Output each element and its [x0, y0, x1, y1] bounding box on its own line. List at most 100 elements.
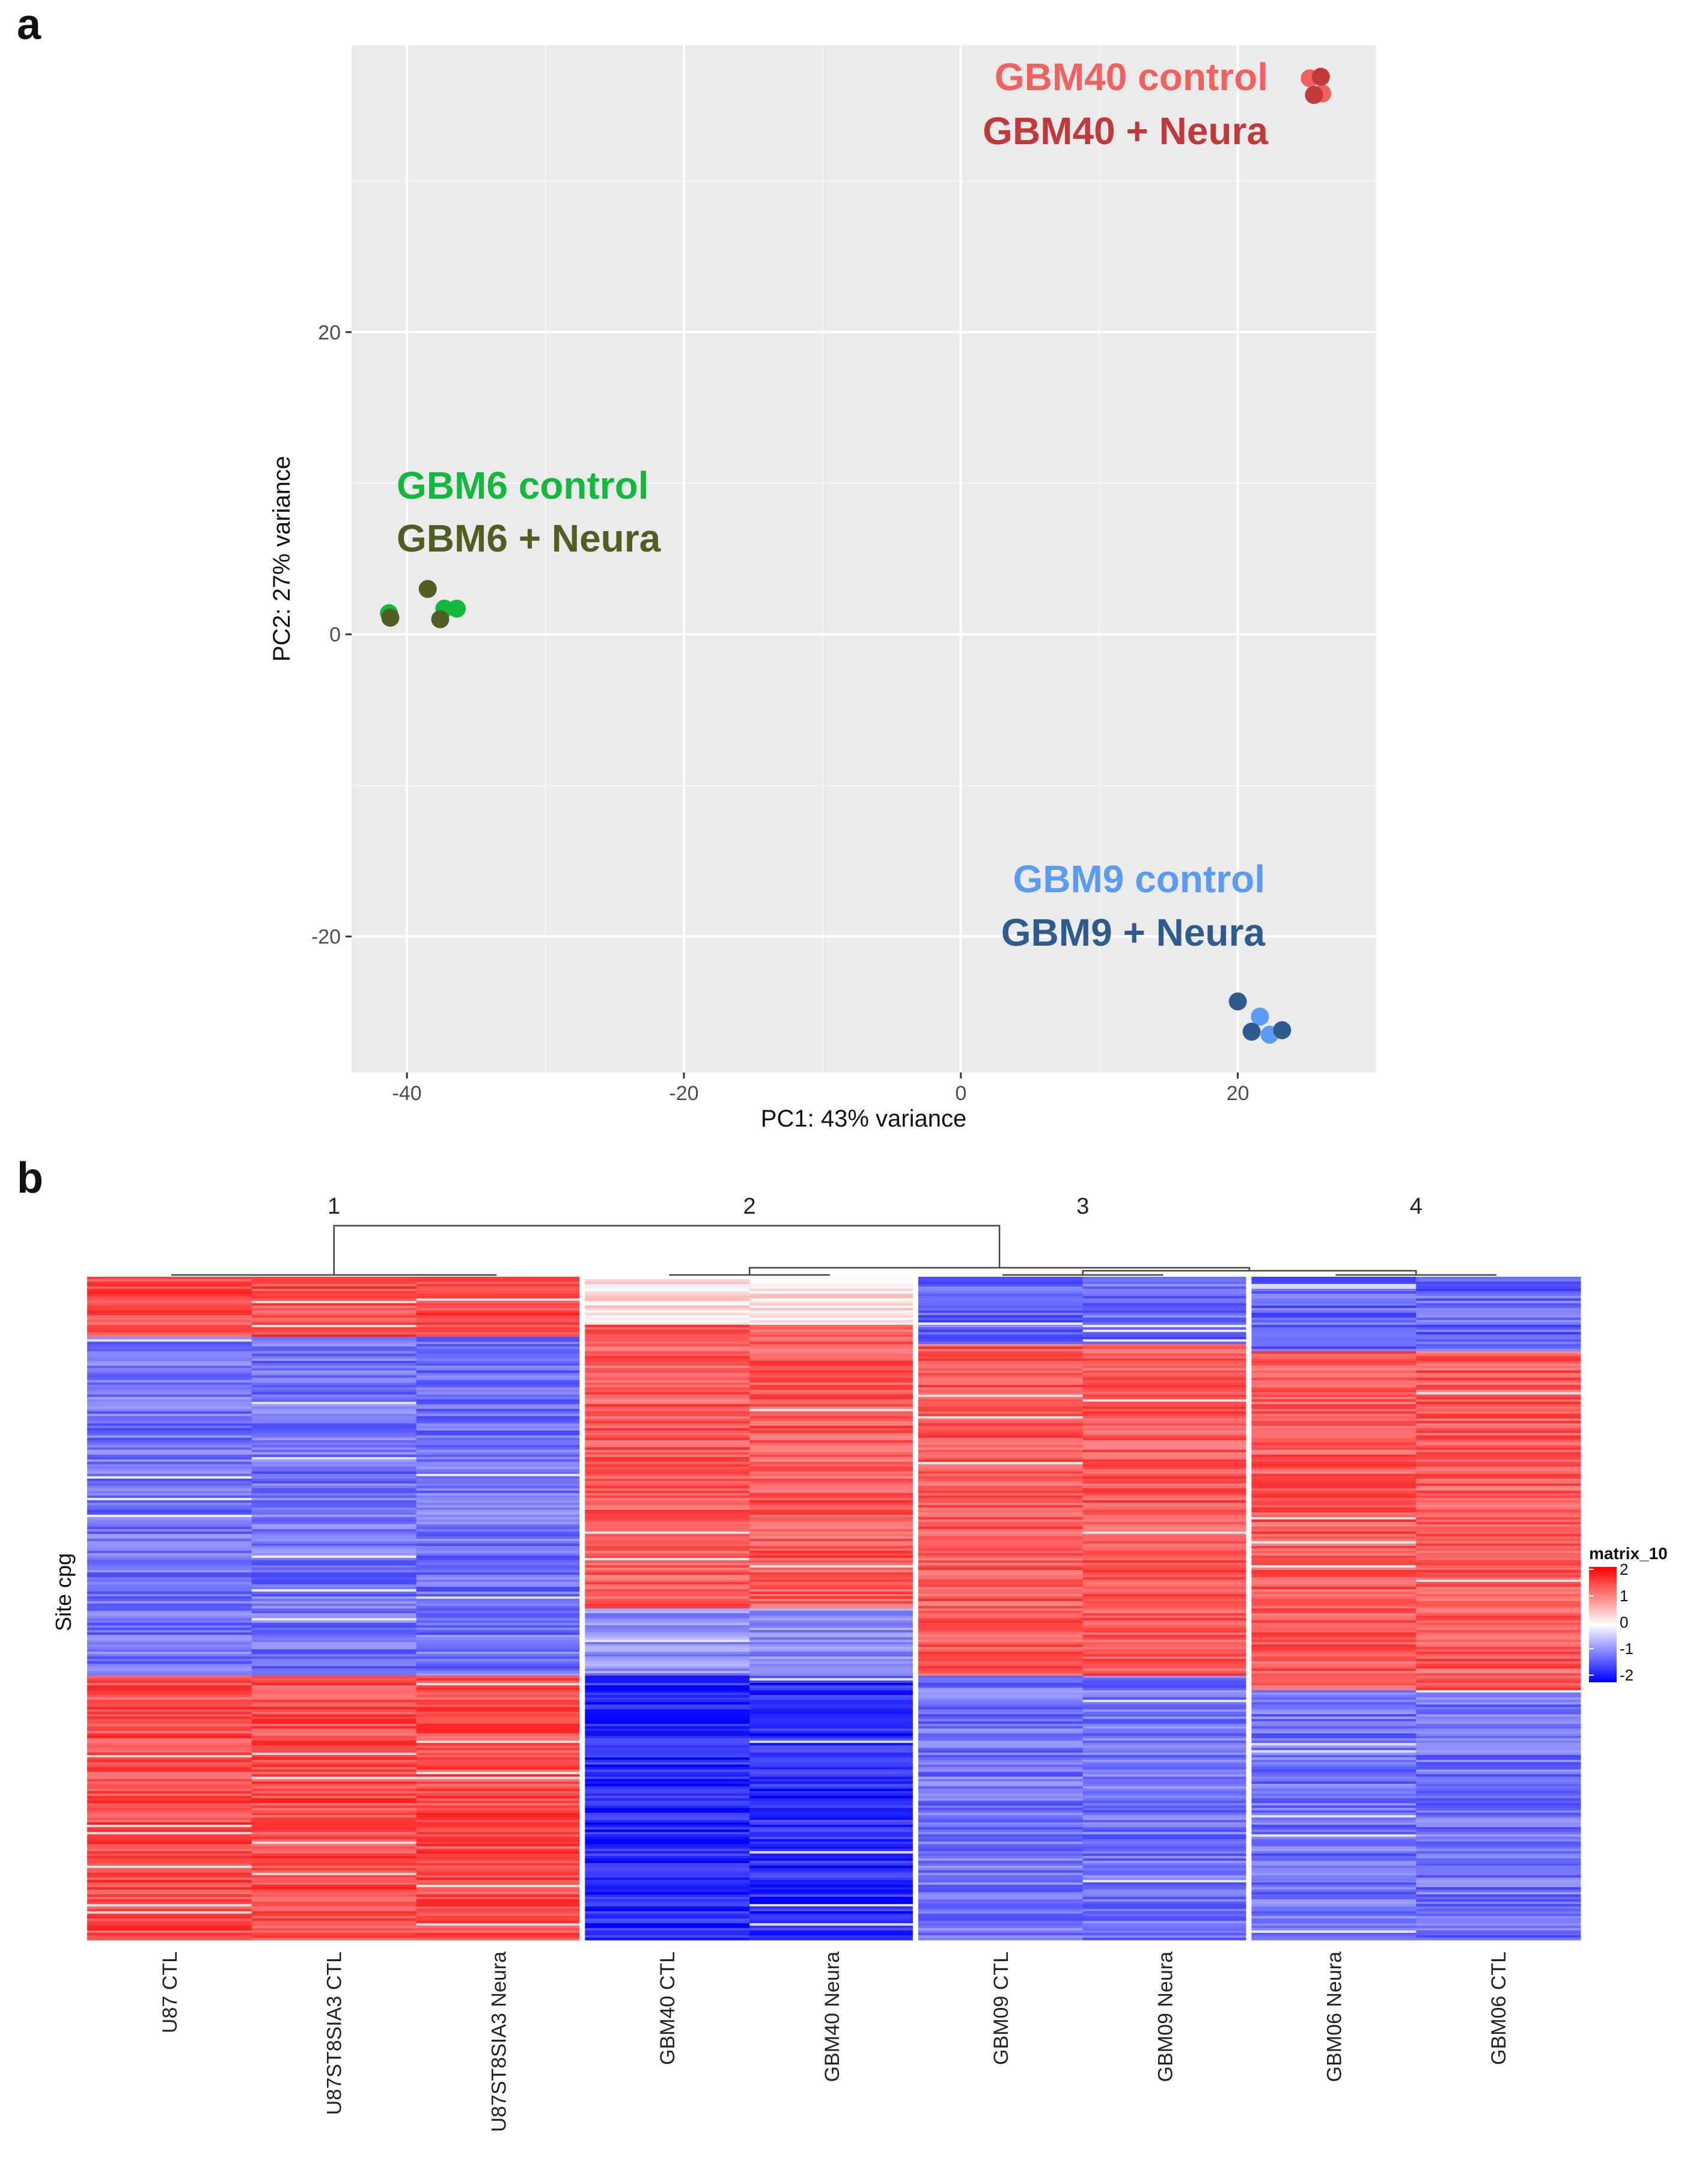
heatmap-cell [1082, 1796, 1248, 1799]
heatmap-cell [251, 1608, 417, 1611]
heatmap-cell [1082, 1923, 1248, 1926]
heatmap-cell [749, 1741, 915, 1744]
heatmap-cell [251, 1928, 417, 1931]
heatmap-cell [749, 1344, 915, 1347]
heatmap-cell [1082, 1560, 1248, 1563]
heatmap-cell [1251, 1911, 1417, 1914]
heatmap-cell [585, 1479, 750, 1482]
heatmap-y-label: Site cpg [51, 1553, 76, 1631]
heatmap-cell [251, 1637, 417, 1640]
heatmap-cell [749, 1781, 915, 1784]
heatmap-cell [1416, 1786, 1581, 1789]
heatmap-cell [749, 1282, 915, 1285]
heatmap-cell [1082, 1789, 1248, 1792]
legend-tick-label: -2 [1620, 1666, 1633, 1684]
heatmap-cell [918, 1464, 1084, 1467]
heatmap-cell [416, 1842, 581, 1845]
heatmap-cell [918, 1551, 1084, 1554]
cluster-number: 3 [1076, 1194, 1089, 1219]
heatmap-cell [87, 1584, 252, 1587]
heatmap-cell [918, 1431, 1084, 1434]
heatmap-cell [1082, 1337, 1248, 1340]
heatmap-cell [749, 1769, 915, 1772]
heatmap-cell [1251, 1512, 1417, 1515]
heatmap-cell [251, 1890, 417, 1893]
heatmap-cell [585, 1637, 750, 1640]
heatmap-cell [87, 1866, 252, 1869]
legend-tick-label: 0 [1620, 1613, 1628, 1631]
heatmap-cell [1251, 1673, 1417, 1676]
heatmap-cell [918, 1789, 1084, 1792]
heatmap-cell [1416, 1700, 1581, 1703]
heatmap-cell [251, 1683, 417, 1686]
heatmap-cell [585, 1693, 750, 1696]
heatmap-cell [87, 1606, 252, 1609]
heatmap-cell [1251, 1342, 1417, 1345]
heatmap-cell [749, 1808, 915, 1811]
heatmap-cell [87, 1358, 252, 1361]
heatmap-cell [1082, 1827, 1248, 1830]
heatmap-cell [585, 1387, 750, 1390]
heatmap-cell [251, 1596, 417, 1599]
heatmap-cell [1416, 1702, 1581, 1705]
heatmap-cell [251, 1498, 417, 1501]
heatmap-cell [87, 1308, 252, 1311]
heatmap-cell [1082, 1378, 1248, 1381]
heatmap-cell [585, 1491, 750, 1494]
heatmap-cell [918, 1832, 1084, 1835]
heatmap-cell [251, 1695, 417, 1698]
heatmap-cell [1251, 1294, 1417, 1297]
heatmap-cell [416, 1625, 581, 1628]
heatmap-cell [1251, 1301, 1417, 1304]
heatmap-cell [749, 1390, 915, 1393]
plot-panel-background [352, 45, 1376, 1072]
group-annotation: GBM6 control [397, 464, 649, 507]
heatmap-cell [749, 1541, 915, 1544]
heatmap-cell [1251, 1577, 1417, 1580]
heatmap-cell [1082, 1548, 1248, 1551]
heatmap-cell [251, 1294, 417, 1297]
heatmap-cell [585, 1322, 750, 1325]
heatmap-cell [1251, 1551, 1417, 1554]
heatmap-cell [749, 1685, 915, 1688]
heatmap-cell [749, 1817, 915, 1821]
heatmap-cell [918, 1659, 1084, 1662]
heatmap-cell [918, 1507, 1084, 1510]
heatmap-cell [416, 1572, 581, 1575]
heatmap-cell [1416, 1409, 1581, 1412]
heatmap-cell [1416, 1661, 1581, 1664]
heatmap-cell [585, 1803, 750, 1806]
heatmap-cell [251, 1558, 417, 1561]
heatmap-cell [87, 1613, 252, 1616]
heatmap-cell [749, 1483, 915, 1486]
heatmap-cell [1416, 1536, 1581, 1539]
heatmap-cell [585, 1440, 750, 1443]
heatmap-cell [1251, 1709, 1417, 1712]
heatmap-cell [251, 1435, 417, 1438]
heatmap-cell [416, 1416, 581, 1419]
heatmap-cell [585, 1668, 750, 1671]
heatmap-cell [918, 1878, 1084, 1881]
heatmap-cell [251, 1863, 417, 1866]
heatmap-cell [1251, 1635, 1417, 1638]
heatmap-cell [416, 1570, 581, 1573]
heatmap-cell [416, 1757, 581, 1760]
heatmap-cell [749, 1899, 915, 1902]
heatmap-cell [1251, 1479, 1417, 1482]
heatmap-cell [585, 1279, 750, 1282]
heatmap-cell [87, 1659, 252, 1662]
heatmap-cell [416, 1507, 581, 1510]
heatmap-cell [1251, 1760, 1417, 1763]
heatmap-cell [1251, 1534, 1417, 1537]
heatmap-cell [749, 1294, 915, 1297]
heatmap-cell [251, 1541, 417, 1544]
heatmap-cell [1082, 1613, 1248, 1616]
heatmap-cell [416, 1866, 581, 1869]
heatmap-cell [585, 1640, 750, 1643]
heatmap-cell [1416, 1447, 1581, 1450]
heatmap-cell [918, 1524, 1084, 1527]
heatmap-cell [1251, 1532, 1417, 1535]
heatmap-cell [1416, 1601, 1581, 1604]
heatmap-cell [1082, 1471, 1248, 1474]
